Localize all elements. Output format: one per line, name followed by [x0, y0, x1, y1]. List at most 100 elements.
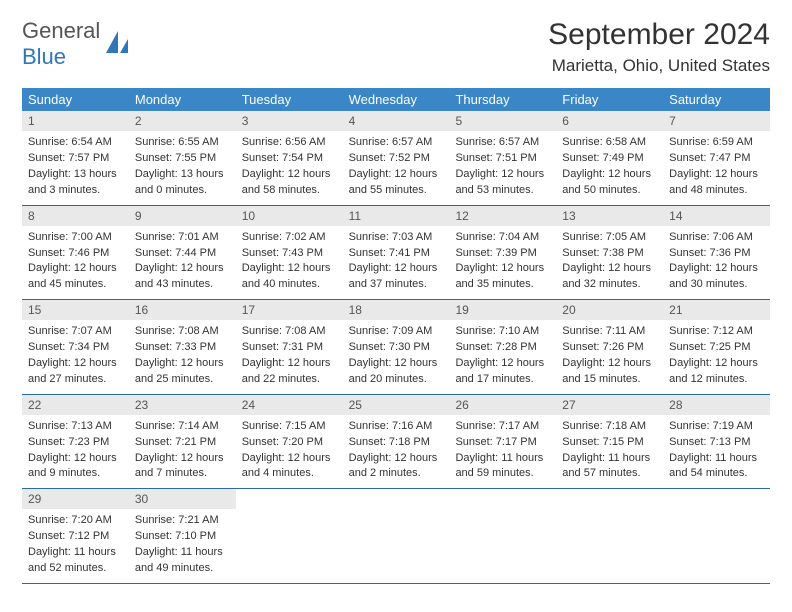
day-sunset: Sunset: 7:21 PM [135, 435, 230, 450]
logo-line1: General [22, 18, 100, 44]
day-body: Sunrise: 7:09 AMSunset: 7:30 PMDaylight:… [343, 320, 450, 393]
day-dl1: Daylight: 12 hours [135, 261, 230, 276]
day-sunrise: Sunrise: 6:58 AM [562, 135, 657, 150]
week-row: 29Sunrise: 7:20 AMSunset: 7:12 PMDayligh… [22, 489, 770, 584]
day-dl1: Daylight: 12 hours [242, 261, 337, 276]
day-body: Sunrise: 6:57 AMSunset: 7:52 PMDaylight:… [343, 131, 450, 204]
day-dl1: Daylight: 12 hours [135, 451, 230, 466]
day-body: Sunrise: 7:07 AMSunset: 7:34 PMDaylight:… [22, 320, 129, 393]
day-sunrise: Sunrise: 7:06 AM [669, 230, 764, 245]
day-dl1: Daylight: 12 hours [455, 356, 550, 371]
day-body: Sunrise: 7:19 AMSunset: 7:13 PMDaylight:… [663, 415, 770, 488]
location: Marietta, Ohio, United States [548, 56, 770, 76]
day-body: Sunrise: 7:13 AMSunset: 7:23 PMDaylight:… [22, 415, 129, 488]
day-cell [236, 489, 343, 583]
day-dl1: Daylight: 12 hours [562, 167, 657, 182]
day-sunset: Sunset: 7:47 PM [669, 151, 764, 166]
day-cell: 6Sunrise: 6:58 AMSunset: 7:49 PMDaylight… [556, 111, 663, 205]
day-number: 5 [449, 111, 556, 131]
day-cell: 16Sunrise: 7:08 AMSunset: 7:33 PMDayligh… [129, 300, 236, 394]
day-cell: 10Sunrise: 7:02 AMSunset: 7:43 PMDayligh… [236, 206, 343, 300]
weeks-container: 1Sunrise: 6:54 AMSunset: 7:57 PMDaylight… [22, 111, 770, 584]
day-body: Sunrise: 7:08 AMSunset: 7:31 PMDaylight:… [236, 320, 343, 393]
day-sunrise: Sunrise: 7:10 AM [455, 324, 550, 339]
day-dl1: Daylight: 12 hours [349, 451, 444, 466]
day-sunrise: Sunrise: 7:15 AM [242, 419, 337, 434]
day-dl1: Daylight: 12 hours [135, 356, 230, 371]
day-cell: 27Sunrise: 7:18 AMSunset: 7:15 PMDayligh… [556, 395, 663, 489]
day-dl1: Daylight: 11 hours [455, 451, 550, 466]
logo: General Blue [22, 18, 130, 70]
day-cell: 11Sunrise: 7:03 AMSunset: 7:41 PMDayligh… [343, 206, 450, 300]
day-cell [556, 489, 663, 583]
day-sunset: Sunset: 7:28 PM [455, 340, 550, 355]
day-dl2: and 43 minutes. [135, 277, 230, 292]
day-sunset: Sunset: 7:25 PM [669, 340, 764, 355]
day-sunrise: Sunrise: 7:08 AM [135, 324, 230, 339]
day-cell: 28Sunrise: 7:19 AMSunset: 7:13 PMDayligh… [663, 395, 770, 489]
day-number: 20 [556, 300, 663, 320]
day-cell: 5Sunrise: 6:57 AMSunset: 7:51 PMDaylight… [449, 111, 556, 205]
day-dl2: and 52 minutes. [28, 561, 123, 576]
day-dl1: Daylight: 12 hours [28, 356, 123, 371]
day-sunrise: Sunrise: 7:21 AM [135, 513, 230, 528]
day-cell: 19Sunrise: 7:10 AMSunset: 7:28 PMDayligh… [449, 300, 556, 394]
day-number: 16 [129, 300, 236, 320]
day-dl1: Daylight: 12 hours [455, 167, 550, 182]
day-dl1: Daylight: 12 hours [349, 356, 444, 371]
day-cell: 23Sunrise: 7:14 AMSunset: 7:21 PMDayligh… [129, 395, 236, 489]
day-cell: 26Sunrise: 7:17 AMSunset: 7:17 PMDayligh… [449, 395, 556, 489]
day-sunrise: Sunrise: 6:56 AM [242, 135, 337, 150]
day-body: Sunrise: 7:00 AMSunset: 7:46 PMDaylight:… [22, 226, 129, 299]
day-sunrise: Sunrise: 7:20 AM [28, 513, 123, 528]
day-sunrise: Sunrise: 7:00 AM [28, 230, 123, 245]
day-number: 10 [236, 206, 343, 226]
day-sunset: Sunset: 7:17 PM [455, 435, 550, 450]
day-sunrise: Sunrise: 7:14 AM [135, 419, 230, 434]
day-sunset: Sunset: 7:23 PM [28, 435, 123, 450]
day-dl1: Daylight: 12 hours [28, 261, 123, 276]
day-number: 28 [663, 395, 770, 415]
day-dl1: Daylight: 11 hours [669, 451, 764, 466]
day-cell: 21Sunrise: 7:12 AMSunset: 7:25 PMDayligh… [663, 300, 770, 394]
day-cell: 24Sunrise: 7:15 AMSunset: 7:20 PMDayligh… [236, 395, 343, 489]
weekday-header: Sunday [22, 88, 129, 111]
day-sunset: Sunset: 7:38 PM [562, 246, 657, 261]
day-number: 1 [22, 111, 129, 131]
day-body: Sunrise: 7:12 AMSunset: 7:25 PMDaylight:… [663, 320, 770, 393]
day-sunset: Sunset: 7:55 PM [135, 151, 230, 166]
day-body: Sunrise: 7:21 AMSunset: 7:10 PMDaylight:… [129, 509, 236, 582]
day-cell [343, 489, 450, 583]
day-number: 21 [663, 300, 770, 320]
day-dl1: Daylight: 13 hours [28, 167, 123, 182]
day-number: 4 [343, 111, 450, 131]
day-body: Sunrise: 7:02 AMSunset: 7:43 PMDaylight:… [236, 226, 343, 299]
day-sunset: Sunset: 7:43 PM [242, 246, 337, 261]
logo-sail-icon [104, 29, 130, 59]
day-sunrise: Sunrise: 7:03 AM [349, 230, 444, 245]
day-sunrise: Sunrise: 7:07 AM [28, 324, 123, 339]
day-sunrise: Sunrise: 7:11 AM [562, 324, 657, 339]
day-sunset: Sunset: 7:46 PM [28, 246, 123, 261]
day-dl2: and 32 minutes. [562, 277, 657, 292]
day-dl2: and 27 minutes. [28, 372, 123, 387]
day-body: Sunrise: 7:05 AMSunset: 7:38 PMDaylight:… [556, 226, 663, 299]
day-dl1: Daylight: 12 hours [349, 167, 444, 182]
day-body: Sunrise: 7:15 AMSunset: 7:20 PMDaylight:… [236, 415, 343, 488]
day-sunrise: Sunrise: 6:57 AM [349, 135, 444, 150]
day-body: Sunrise: 7:18 AMSunset: 7:15 PMDaylight:… [556, 415, 663, 488]
day-number: 6 [556, 111, 663, 131]
day-dl2: and 57 minutes. [562, 466, 657, 481]
day-cell: 1Sunrise: 6:54 AMSunset: 7:57 PMDaylight… [22, 111, 129, 205]
day-dl1: Daylight: 11 hours [28, 545, 123, 560]
day-sunset: Sunset: 7:18 PM [349, 435, 444, 450]
day-cell: 13Sunrise: 7:05 AMSunset: 7:38 PMDayligh… [556, 206, 663, 300]
day-cell: 18Sunrise: 7:09 AMSunset: 7:30 PMDayligh… [343, 300, 450, 394]
day-dl2: and 53 minutes. [455, 183, 550, 198]
day-sunset: Sunset: 7:15 PM [562, 435, 657, 450]
day-dl2: and 0 minutes. [135, 183, 230, 198]
month-title: September 2024 [548, 18, 770, 52]
day-cell: 25Sunrise: 7:16 AMSunset: 7:18 PMDayligh… [343, 395, 450, 489]
day-dl1: Daylight: 12 hours [669, 356, 764, 371]
day-sunset: Sunset: 7:34 PM [28, 340, 123, 355]
